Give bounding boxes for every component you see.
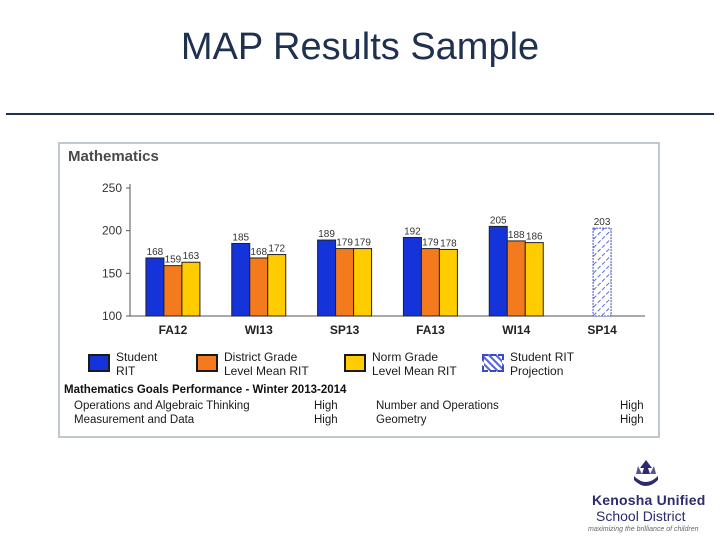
goal-name: Geometry <box>376 414 427 426</box>
goal-level: High <box>314 400 338 412</box>
goal-name: Operations and Algebraic Thinking <box>74 400 250 412</box>
map-report-panel: Mathematics 100 150 200 250 FA12 WI13 SP13 FA1… <box>58 142 660 438</box>
legend-label-line2: RIT <box>116 364 136 378</box>
bar <box>402 236 422 317</box>
y-axis: 100 150 200 250 <box>102 181 131 323</box>
data-label: 168 <box>147 247 164 258</box>
bar <box>145 257 165 317</box>
x-axis: FA12 WI13 SP13 FA13 WI14 SP14 <box>130 315 645 337</box>
data-label: 178 <box>440 238 457 249</box>
bar <box>488 225 508 317</box>
title-divider <box>6 113 714 115</box>
y-tick-label: 250 <box>102 181 122 195</box>
legend-label: District Grade Level Mean RIT <box>224 350 364 378</box>
bar <box>353 248 373 317</box>
data-label: 203 <box>594 217 611 228</box>
legend-label-line2: Level Mean RIT <box>372 364 457 378</box>
legend-label: Norm Grade Level Mean RIT <box>372 350 512 378</box>
chart-legend: Student RIT District Grade Level Mean RIT No… <box>88 350 648 380</box>
logo-emblem-icon <box>634 460 658 486</box>
bar <box>335 248 355 317</box>
bar <box>438 248 458 317</box>
x-tick-label: FA12 <box>159 323 188 337</box>
data-label: 159 <box>165 255 182 266</box>
data-label: 168 <box>250 247 267 258</box>
bar <box>249 257 269 317</box>
legend-label-line1: Norm Grade <box>372 350 439 364</box>
legend-label: Student RIT <box>116 350 256 378</box>
chart-title: Mathematics <box>68 148 159 165</box>
logo-name-line1: Kenosha Unified <box>592 492 706 508</box>
data-label: 189 <box>318 229 335 240</box>
legend-swatch <box>196 354 218 372</box>
goals-title: Mathematics Goals Performance - Winter 2… <box>64 384 347 396</box>
bar <box>267 254 287 317</box>
y-tick-label: 100 <box>102 309 122 323</box>
bar <box>592 227 612 317</box>
x-tick-label: WI13 <box>245 323 273 337</box>
x-tick-label: FA13 <box>416 323 445 337</box>
legend-label: Student RIT Projection <box>510 350 650 378</box>
goal-name: Number and Operations <box>376 400 499 412</box>
data-label: 179 <box>336 238 353 249</box>
data-label: 179 <box>354 238 371 249</box>
x-tick-label: WI14 <box>502 323 530 337</box>
goal-name: Measurement and Data <box>74 414 195 426</box>
bar <box>420 248 440 317</box>
bar <box>524 242 544 317</box>
data-label: 192 <box>404 226 421 237</box>
data-label: 172 <box>268 244 285 255</box>
y-tick-label: 150 <box>102 266 122 280</box>
x-tick-label: SP14 <box>587 323 617 337</box>
legend-swatch <box>482 354 504 372</box>
data-label: 185 <box>232 232 249 243</box>
legend-label-line1: Student <box>116 350 158 364</box>
bar <box>163 265 183 317</box>
goal-level: High <box>620 414 644 426</box>
district-logo: Kenosha Unified School District maximizi… <box>584 458 714 538</box>
data-label: 205 <box>490 215 507 226</box>
bar <box>506 240 526 317</box>
bar <box>181 261 201 317</box>
slide-title: MAP Results Sample <box>180 26 540 68</box>
legend-label-line2: Projection <box>510 364 564 378</box>
logo-name-line2: School District <box>596 508 686 524</box>
legend-label-line1: District Grade <box>224 350 298 364</box>
bar <box>317 239 337 317</box>
data-label: 179 <box>422 238 439 249</box>
bar <box>231 242 251 317</box>
data-label: 186 <box>526 232 543 243</box>
legend-label-line1: Student RIT <box>510 350 575 364</box>
x-tick-label: SP13 <box>330 323 360 337</box>
legend-swatch <box>88 354 110 372</box>
logo-tagline: maximizing the brilliance of children <box>588 526 699 533</box>
data-label: 163 <box>183 251 200 262</box>
legend-label-line2: Level Mean RIT <box>224 364 309 378</box>
goal-level: High <box>314 414 338 426</box>
data-label: 188 <box>508 230 525 241</box>
y-tick-label: 200 <box>102 224 122 238</box>
goal-level: High <box>620 400 644 412</box>
legend-swatch <box>344 354 366 372</box>
